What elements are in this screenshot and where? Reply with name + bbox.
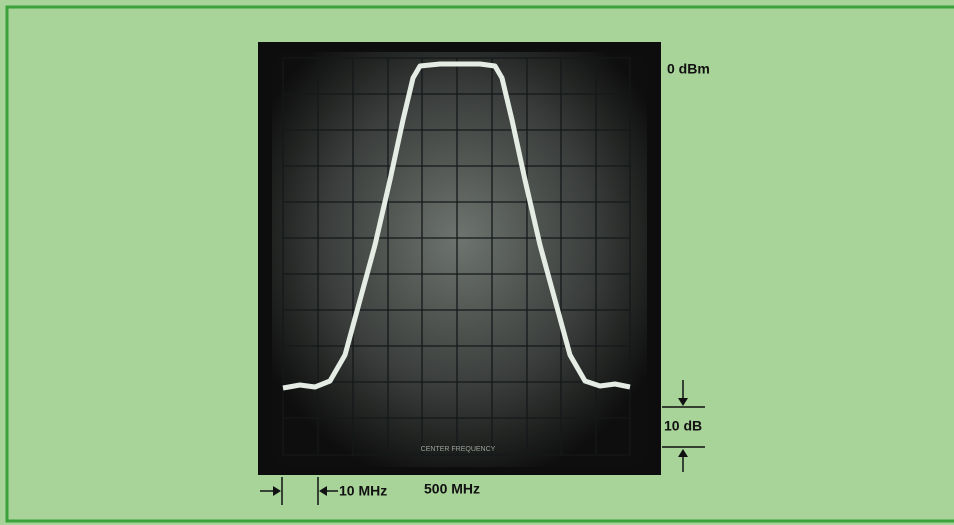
trace xyxy=(282,61,631,391)
vertical-scale-marker xyxy=(662,380,705,472)
graticule xyxy=(282,57,631,456)
vertical-scale: 10 dB xyxy=(664,418,702,434)
reference-level: 0 dBm xyxy=(667,61,710,77)
screen-marking: CENTER FREQUENCY xyxy=(421,446,496,453)
screen xyxy=(272,52,647,467)
border xyxy=(5,5,954,523)
center-frequency: 500 MHz xyxy=(424,481,480,497)
horizontal-scale: 10 MHz xyxy=(339,483,387,499)
horizontal-scale-marker xyxy=(260,477,338,505)
